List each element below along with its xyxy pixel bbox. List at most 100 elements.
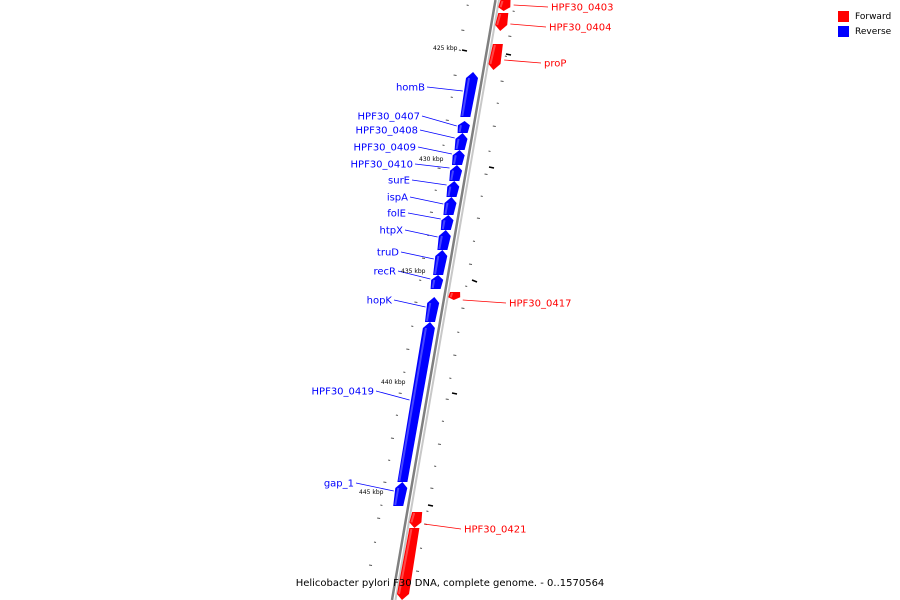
tick-mark-right bbox=[449, 377, 452, 379]
backbone-line bbox=[390, 0, 497, 600]
tick-mark-left bbox=[466, 4, 469, 6]
gene-highlight bbox=[441, 220, 446, 230]
gene-highlight bbox=[444, 202, 449, 215]
tick-mark-right bbox=[480, 195, 483, 197]
gene-label-hpf30-0407: HPF30_0407 bbox=[358, 112, 420, 123]
gene-leader-line bbox=[400, 251, 434, 260]
tick-mark-left bbox=[458, 49, 461, 51]
tick-mark-right bbox=[465, 285, 468, 287]
gene-hpf30-0419-arrow bbox=[397, 322, 435, 482]
tick-mark-left bbox=[380, 504, 383, 506]
major-tick-mark bbox=[471, 279, 478, 283]
tick-mark-right bbox=[434, 465, 437, 467]
tick-mark-left bbox=[445, 119, 449, 121]
major-tick-mark bbox=[505, 53, 512, 56]
gene-labels: HPF30_0403 HPF30_0404 proP homB HPF30_0407 HP… bbox=[312, 3, 614, 536]
gene-leader-line bbox=[424, 523, 462, 530]
ruler-label: 440 kbp bbox=[381, 379, 406, 386]
gene-highlight bbox=[438, 235, 443, 250]
tick-mark-left bbox=[411, 325, 414, 327]
gene-highlight bbox=[447, 186, 452, 197]
major-tick-mark bbox=[488, 166, 495, 169]
gene-highlight bbox=[398, 327, 427, 482]
gene-label-prop: proP bbox=[544, 59, 566, 70]
gene-hpf30-0421-arrow bbox=[409, 512, 423, 528]
gene-highlight bbox=[450, 170, 455, 181]
gene-highlight bbox=[449, 292, 454, 298]
tick-mark-right bbox=[508, 35, 512, 37]
tick-mark-left bbox=[442, 144, 445, 146]
caption: Helicobacter pylori F30 DNA, complete ge… bbox=[0, 578, 900, 589]
tick-mark-right bbox=[496, 102, 499, 104]
gene-hopk-arrow bbox=[425, 297, 440, 322]
gene-recr-arrow bbox=[430, 275, 444, 289]
gene-htpx-arrow bbox=[437, 230, 451, 250]
gene-leader-line bbox=[513, 4, 549, 8]
tick-mark-left bbox=[373, 541, 377, 543]
ruler-label: 430 kbp bbox=[419, 156, 444, 163]
genome-backbone bbox=[390, 0, 500, 600]
gene-highlight bbox=[398, 528, 413, 595]
gene-hpf30-0407-arrow bbox=[457, 121, 470, 133]
gene-label-hpf30-0417: HPF30_0417 bbox=[509, 299, 571, 310]
ruler-label: 435 kbp bbox=[401, 268, 426, 275]
major-tick-mark bbox=[427, 504, 434, 507]
gene-label-hpf30-0421: HPF30_0421 bbox=[464, 525, 526, 536]
tick-mark-right bbox=[484, 173, 488, 175]
tick-mark-left bbox=[403, 371, 406, 373]
gene-leader-line bbox=[397, 270, 431, 280]
tick-mark-right bbox=[488, 150, 491, 152]
tick-mark-left bbox=[368, 564, 373, 566]
gene-label-htpx: htpX bbox=[380, 226, 404, 237]
gene-highlight bbox=[434, 255, 440, 275]
gene-label-hpf30-0409: HPF30_0409 bbox=[354, 143, 416, 154]
gene-label-gap-1: gap_1 bbox=[324, 479, 354, 490]
gene-leader-line bbox=[462, 299, 507, 304]
gene-label-trud: truD bbox=[377, 248, 399, 259]
gene-hpf30-0409-arrow bbox=[452, 150, 465, 165]
gene-highlight bbox=[394, 487, 400, 506]
tick-mark-left bbox=[377, 517, 381, 519]
tick-mark-left bbox=[388, 459, 391, 461]
gene-leader-line bbox=[417, 146, 453, 155]
forward-swatch bbox=[838, 11, 849, 22]
gene-highlight bbox=[455, 138, 460, 150]
gene-highlight bbox=[453, 155, 457, 165]
gene-label-hpf30-0404: HPF30_0404 bbox=[549, 23, 611, 34]
tick-mark-left bbox=[383, 481, 387, 483]
gene-highlight bbox=[431, 279, 436, 289]
tick-mark-left bbox=[395, 414, 399, 416]
tick-mark-right bbox=[441, 420, 445, 422]
gene-label-hpf30-0410: HPF30_0410 bbox=[351, 160, 413, 171]
gene-sure-arrow bbox=[446, 181, 460, 197]
major-tick-mark bbox=[461, 49, 468, 52]
gene-highlight bbox=[499, 0, 504, 8]
gene-prop-arrow bbox=[488, 44, 503, 70]
gene-label-ispa: ispA bbox=[387, 193, 408, 204]
tick-mark-left bbox=[390, 437, 395, 439]
tick-mark-right bbox=[468, 263, 473, 265]
tick-mark-right bbox=[472, 240, 476, 242]
gene-hpf30-0417-arrow bbox=[448, 292, 461, 300]
ruler-labels: 425 kbp 430 kbp 435 kbp 440 kbp 445 kbp bbox=[359, 45, 458, 496]
gene-label-sure: surE bbox=[388, 176, 410, 187]
gene-highlight bbox=[425, 302, 432, 322]
gene-hpf30-0403-arrow bbox=[498, 0, 511, 11]
legend: Forward Reverse bbox=[838, 9, 891, 39]
gene-leader-line bbox=[510, 23, 547, 28]
legend-label-reverse: Reverse bbox=[855, 26, 892, 37]
tick-mark-right bbox=[504, 55, 507, 57]
gene-hpf30-0404-arrow bbox=[495, 13, 509, 31]
gene-leader-line bbox=[504, 59, 542, 64]
tick-mark-left bbox=[421, 257, 426, 259]
gene-highlight bbox=[410, 512, 416, 523]
tick-mark-left bbox=[429, 211, 434, 213]
gene-homb-arrow bbox=[460, 72, 478, 117]
gene-leader-line bbox=[426, 86, 463, 92]
gene-label-hpf30-0408: HPF30_0408 bbox=[356, 126, 418, 137]
gene-label-recr: recR bbox=[374, 267, 397, 278]
gene-highlight bbox=[496, 13, 502, 26]
gene-leader-line bbox=[421, 115, 457, 127]
gene-label-hopk: hopK bbox=[367, 296, 393, 307]
